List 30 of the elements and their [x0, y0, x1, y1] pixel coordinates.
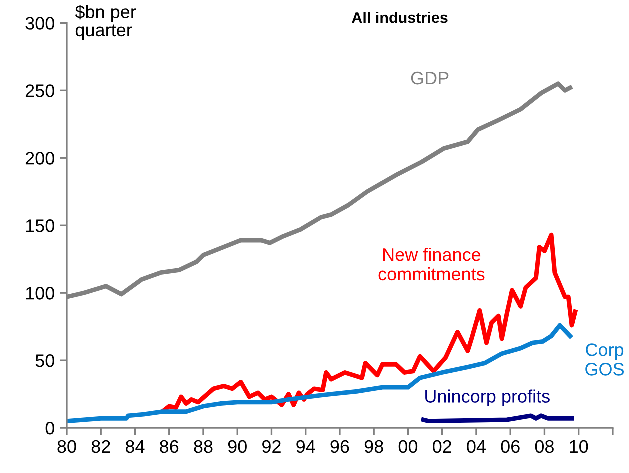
x-tick-label: 04: [467, 440, 486, 454]
x-tick-label: 96: [330, 440, 350, 454]
y-tick-label: 50: [36, 354, 54, 368]
chart-title: All industries: [352, 12, 448, 24]
series-label: Unincorp profits: [426, 390, 550, 407]
x-tick-label: 92: [262, 440, 281, 454]
x-tick-label: 02: [433, 440, 452, 454]
x-tick-label: 82: [92, 440, 110, 454]
x-tick-label: 80: [58, 440, 76, 454]
x-tick-label: 90: [228, 440, 247, 454]
x-tick-label: 86: [160, 440, 179, 454]
y-tick-label: 200: [26, 152, 54, 165]
x-tick-label: 06: [501, 440, 520, 454]
x-tick-label: 84: [126, 440, 145, 454]
x-tick-label: 88: [194, 440, 213, 454]
x-tick-label: 98: [364, 440, 384, 454]
y-axis-title: $bn per quarter: [75, 4, 136, 40]
line-series: [66, 323, 573, 424]
x-tick-label: 10: [570, 440, 588, 454]
x-tick-label: 08: [535, 440, 554, 454]
y-tick-label: 150: [26, 220, 54, 232]
y-tick-label: 0: [46, 422, 54, 435]
y-tick-label: 250: [26, 84, 54, 98]
text: GDP: [411, 72, 449, 85]
x-tick-label: 00: [398, 440, 418, 454]
series-label: Corp GOS: [586, 344, 624, 376]
y-tick-label: 100: [26, 287, 54, 300]
y-tick-label: 300: [26, 17, 54, 30]
series-label: New finance commitments: [378, 248, 485, 281]
x-tick-label: 94: [296, 440, 316, 454]
